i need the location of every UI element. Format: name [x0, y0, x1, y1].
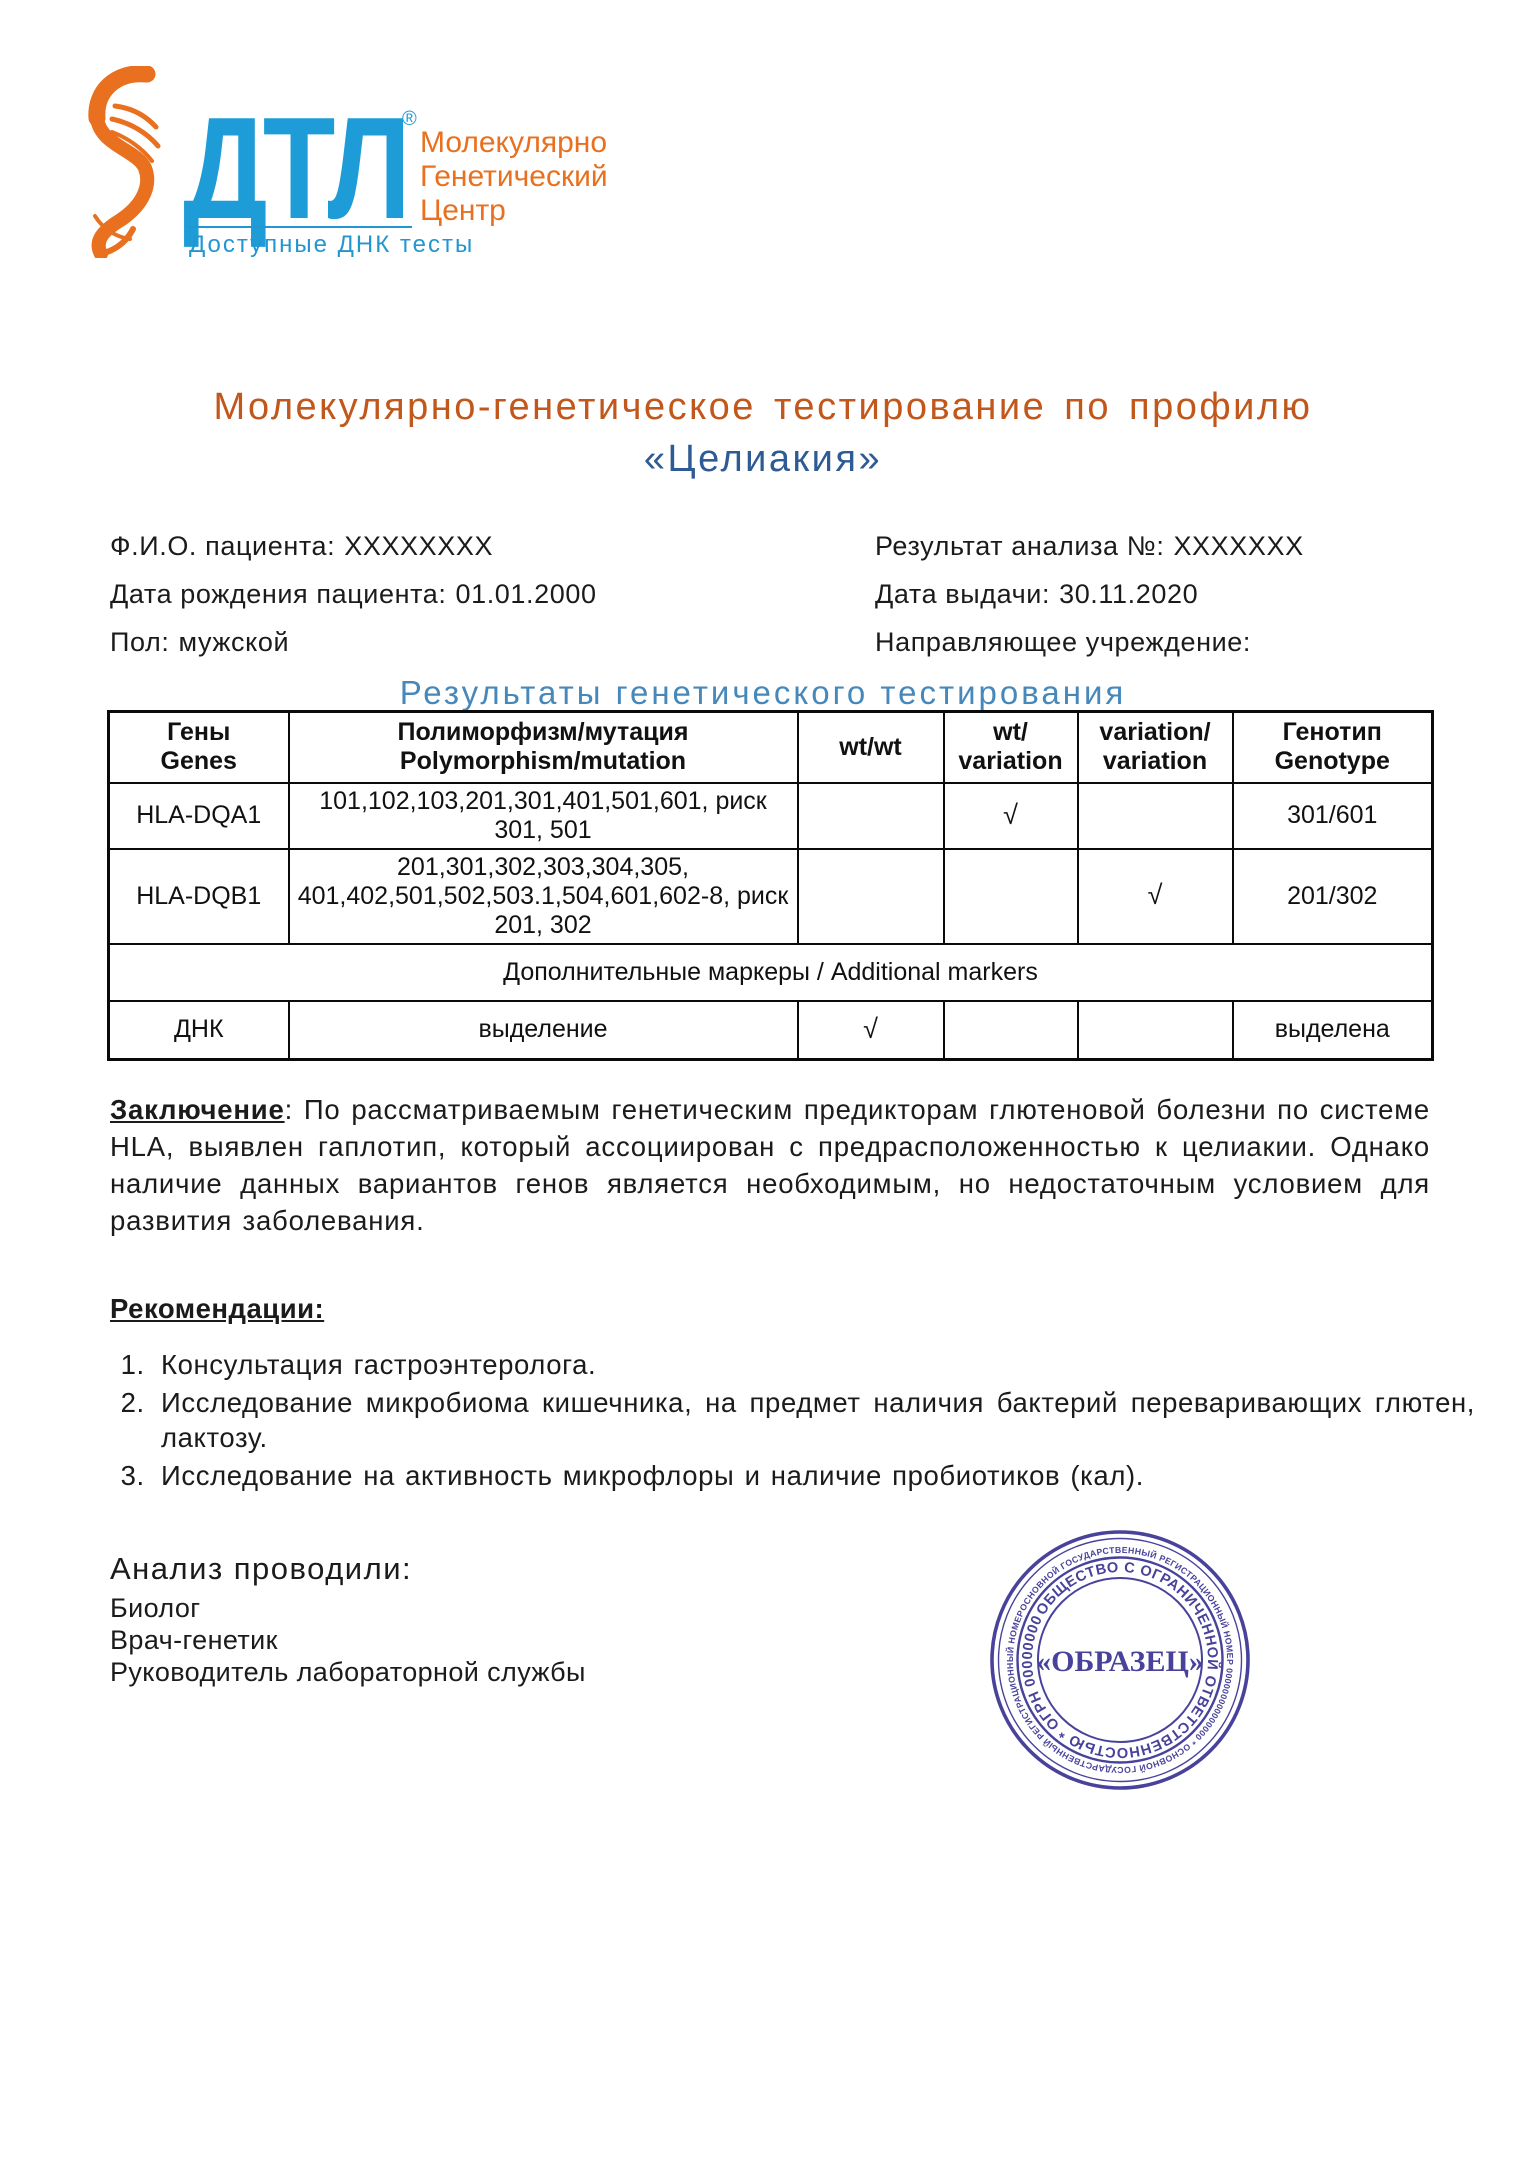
- analysis-performed-title: Анализ проводили:: [110, 1551, 413, 1586]
- header-genes: Гены Genes: [107, 710, 290, 784]
- patient-sex-label: Пол:: [110, 627, 170, 657]
- patient-birthdate-row: Дата рождения пациента: 01.01.2000: [110, 579, 597, 627]
- header-wt-variation-line2: variation: [958, 747, 1063, 776]
- header-wt-variation: wt/ variation: [942, 710, 1079, 784]
- cell-wt-variation: [942, 847, 1079, 945]
- patient-info-left-column: Ф.И.О. пациента: XXXXXXXX Дата рождения п…: [110, 531, 597, 675]
- table-row-additional-markers: Дополнительные маркеры / Additional mark…: [107, 942, 1434, 1002]
- cell-polymorphism: выделение: [287, 999, 799, 1061]
- results-section-title: Результаты генетического тестирования: [399, 674, 1127, 711]
- results-table: Гены Genes Полиморфизм/мутация Polymorph…: [107, 710, 1434, 1061]
- result-number-value: XXXXXXX: [1173, 531, 1304, 561]
- document-title-line2: «Целиакия»: [643, 438, 883, 480]
- header-genes-en: Genes: [160, 747, 237, 776]
- logo-tagline: Доступные ДНК тесты: [189, 231, 475, 258]
- header-polymorphism: Полиморфизм/мутация Polymorphism/mutatio…: [287, 710, 799, 784]
- header-variation-variation-line1: variation/: [1099, 718, 1211, 747]
- recommendation-item: Консультация гастроэнтеролога.: [155, 1347, 1475, 1382]
- patient-name-row: Ф.И.О. пациента: XXXXXXXX: [110, 531, 597, 579]
- analysis-role: Биолог: [110, 1593, 201, 1623]
- dna-helix-icon: [88, 66, 161, 258]
- conclusion-paragraph: Заключение: По рассматриваемым генетичес…: [110, 1091, 1430, 1239]
- header-genotype-ru: Генотип: [1282, 718, 1382, 747]
- conclusion-text: По рассматриваемым генетическим предикто…: [110, 1094, 1430, 1236]
- cell-polymorphism: 201,301,302,303,304,305, 401,402,501,502…: [287, 847, 799, 945]
- referrer-label: Направляющее учреждение:: [875, 627, 1251, 657]
- header-genotype: Генотип Genotype: [1231, 710, 1434, 784]
- analysis-role: Врач-генетик: [110, 1625, 278, 1655]
- sample-stamp-icon: ОСНОВНОЙ ГОСУДАРСТВЕННЫЙ РЕГИСТРАЦИОННЫЙ…: [986, 1526, 1254, 1794]
- patient-birthdate-value: 01.01.2000: [455, 579, 597, 609]
- stamp-center-text: «ОБРАЗЕЦ»: [1036, 1645, 1204, 1678]
- issue-date-label: Дата выдачи:: [875, 579, 1051, 609]
- header-polymorphism-en: Polymorphism/mutation: [399, 747, 687, 776]
- cell-genotype: 301/601: [1231, 781, 1434, 850]
- logo-org-line: Молекулярно: [420, 126, 608, 159]
- cell-polymorphism: 101,102,103,201,301,401,501,601, риск 30…: [287, 781, 799, 850]
- logo-acronym: ДТЛ: [183, 87, 411, 249]
- recommendation-item: Исследование на активность микрофлоры и …: [155, 1458, 1475, 1493]
- patient-birthdate-label: Дата рождения пациента:: [110, 579, 447, 609]
- logo-organization-name: Молекулярно Генетический Центр: [420, 126, 608, 228]
- cell-variation-variation: √: [1076, 847, 1234, 945]
- table-row-hla-dqb1: HLA-DQB1 201,301,302,303,304,305, 401,40…: [107, 847, 1434, 945]
- patient-name-value: XXXXXXXX: [344, 531, 494, 561]
- logo: ДТЛ ® Молекулярно Генетический Центр Дос…: [0, 0, 700, 270]
- cell-additional-markers: Дополнительные маркеры / Additional mark…: [107, 942, 1434, 1002]
- table-row-dna: ДНК выделение √ выделена: [107, 999, 1434, 1061]
- patient-sex-value: мужской: [178, 627, 290, 657]
- cell-gene: ДНК: [107, 999, 290, 1061]
- cell-wtwt: [796, 847, 945, 945]
- table-row-hla-dqa1: HLA-DQA1 101,102,103,201,301,401,501,601…: [107, 781, 1434, 850]
- patient-info-right-column: Результат анализа №: XXXXXXX Дата выдачи:…: [875, 531, 1304, 675]
- referrer-row: Направляющее учреждение:: [875, 627, 1304, 675]
- issue-date-value: 30.11.2020: [1059, 579, 1199, 609]
- logo-org-line: Генетический: [420, 160, 608, 193]
- logo-org-line: Центр: [420, 194, 506, 227]
- cell-genotype: 201/302: [1231, 847, 1434, 945]
- recommendation-item: Исследование микробиома кишечника, на пр…: [155, 1385, 1475, 1455]
- header-variation-variation: variation/ variation: [1076, 710, 1234, 784]
- analysis-role: Руководитель лабораторной службы: [110, 1657, 586, 1687]
- result-number-label: Результат анализа №:: [875, 531, 1165, 561]
- cell-gene: HLA-DQB1: [107, 847, 290, 945]
- registered-trademark-icon: ®: [402, 108, 417, 130]
- header-wtwt: wt/wt: [796, 710, 945, 784]
- cell-wtwt: √: [796, 999, 945, 1061]
- document-title-line1: Молекулярно-генетическое тестирование по…: [213, 386, 1313, 428]
- recommendations-label: Рекомендации:: [110, 1293, 325, 1324]
- cell-gene: HLA-DQA1: [107, 781, 290, 850]
- issue-date-row: Дата выдачи: 30.11.2020: [875, 579, 1304, 627]
- recommendations-list: Консультация гастроэнтеролога. Исследова…: [110, 1347, 1475, 1496]
- header-wt-variation-line1: wt/: [993, 718, 1028, 747]
- header-genes-ru: Гены: [167, 718, 231, 747]
- conclusion-label: Заключение: [110, 1094, 285, 1125]
- header-variation-variation-line2: variation: [1102, 747, 1208, 776]
- cell-genotype: выделена: [1231, 999, 1434, 1061]
- conclusion-separator: :: [284, 1094, 304, 1125]
- header-polymorphism-ru: Полиморфизм/мутация: [397, 718, 689, 747]
- table-header-row: Гены Genes Полиморфизм/мутация Polymorph…: [107, 710, 1434, 784]
- patient-name-label: Ф.И.О. пациента:: [110, 531, 336, 561]
- cell-variation-variation: [1076, 999, 1234, 1061]
- header-genotype-en: Genotype: [1274, 747, 1390, 776]
- patient-sex-row: Пол: мужской: [110, 627, 597, 675]
- header-wtwt-label: wt/wt: [839, 732, 902, 761]
- logo-divider: [188, 226, 412, 228]
- result-number-row: Результат анализа №: XXXXXXX: [875, 531, 1304, 579]
- cell-variation-variation: [1076, 781, 1234, 850]
- cell-wtwt: [796, 781, 945, 850]
- analysis-roles: Биолог Врач-генетик Руководитель лаборат…: [110, 1592, 586, 1688]
- cell-wt-variation: √: [942, 781, 1079, 850]
- document-title: Молекулярно-генетическое тестирование по…: [60, 381, 1466, 485]
- cell-wt-variation: [942, 999, 1079, 1061]
